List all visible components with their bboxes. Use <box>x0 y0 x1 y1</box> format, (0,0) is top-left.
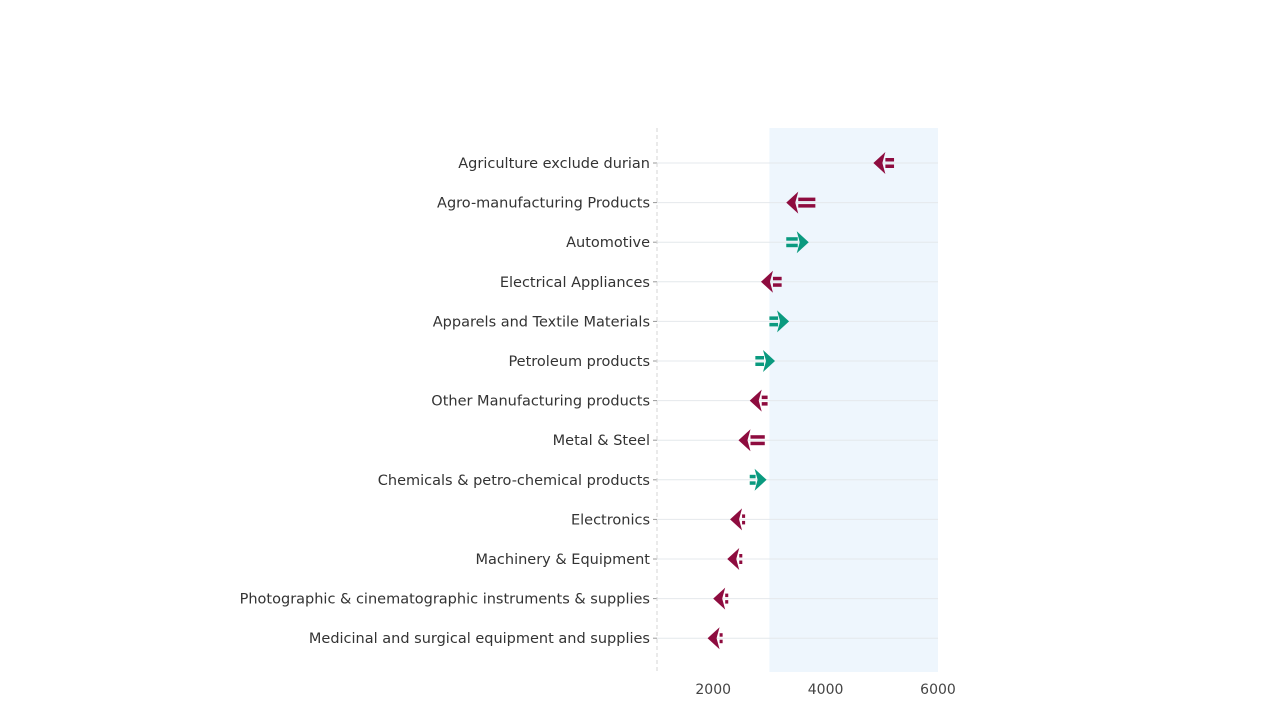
category-label: Petroleum products <box>508 354 650 370</box>
x-tick-label: 6000 <box>920 682 956 698</box>
arrow-shaft <box>725 593 729 598</box>
arrow-shaft <box>769 322 779 327</box>
arrow-head <box>763 350 776 372</box>
arrow-shaft <box>749 474 756 479</box>
arrow-shaft <box>761 395 768 400</box>
arrow-shaft <box>719 633 723 637</box>
arrow-shaft <box>786 237 798 241</box>
arrow-shaft <box>719 639 723 644</box>
decrease-arrow <box>730 508 746 531</box>
arrow-head <box>713 587 726 610</box>
arrow-head <box>777 310 790 333</box>
category-label: Chemicals & petro-chemical products <box>378 473 650 489</box>
arrow-shaft <box>755 362 765 366</box>
category-label: Photographic & cinematographic instrumen… <box>240 592 650 608</box>
decrease-arrow <box>727 548 743 570</box>
arrow-shaft <box>739 554 743 558</box>
arrow-shaft <box>761 402 768 406</box>
arrow-marks <box>707 152 895 650</box>
category-label: Metal & Steel <box>553 433 650 449</box>
x-tick-labels: 2000 4000 6000 <box>695 682 955 698</box>
x-tick-label: 4000 <box>808 682 844 698</box>
arrow-shaft <box>742 514 746 518</box>
decrease-arrow <box>786 191 816 214</box>
category-label: Electrical Appliances <box>500 275 650 291</box>
arrow-shaft <box>885 164 895 168</box>
category-label: Medicinal and surgical equipment and sup… <box>309 631 650 647</box>
arrow-shaft <box>772 283 782 287</box>
arrow-shaft <box>750 441 765 446</box>
arrow-shaft <box>769 316 779 320</box>
category-labels: Agriculture exclude durian Agro-manufactu… <box>240 156 651 647</box>
decrease-arrow <box>738 429 765 452</box>
decrease-arrow <box>713 587 729 610</box>
category-label: Agriculture exclude durian <box>458 156 650 172</box>
category-label: Automotive <box>566 235 650 251</box>
arrow-head <box>796 231 809 254</box>
arrow-head <box>730 508 743 531</box>
increase-arrow <box>786 231 809 254</box>
arrow-head <box>707 627 720 650</box>
arrow-head <box>754 468 767 491</box>
arrow-head <box>873 152 886 174</box>
arrow-shaft <box>798 197 816 202</box>
arrow-shaft <box>725 600 729 604</box>
category-label: Agro-manufacturing Products <box>437 196 650 212</box>
arrow-head <box>738 429 751 452</box>
arrow-shaft <box>749 481 756 485</box>
decrease-arrow <box>760 270 782 293</box>
category-label: Machinery & Equipment <box>476 552 651 568</box>
x-tick-label: 2000 <box>695 682 731 698</box>
decrease-arrow <box>873 152 895 174</box>
arrow-head <box>749 389 762 412</box>
arrow-shaft <box>739 560 743 564</box>
category-label: Other Manufacturing products <box>431 394 650 410</box>
decrease-arrow <box>749 389 768 412</box>
arrow-shaft <box>786 243 798 248</box>
arrow-shaft <box>798 204 816 208</box>
shaded-region <box>769 128 938 672</box>
arrow-head <box>760 270 773 293</box>
arrow-shaft <box>750 435 765 439</box>
category-label: Apparels and Textile Materials <box>433 314 650 330</box>
category-label: Electronics <box>571 512 650 528</box>
grid-lines <box>653 162 938 639</box>
arrow-shaft <box>755 356 765 360</box>
increase-arrow <box>769 310 790 333</box>
decrease-arrow <box>707 627 723 650</box>
arrow-shaft <box>772 276 782 281</box>
increase-arrow <box>755 350 776 372</box>
arrow-shaft <box>742 520 746 525</box>
arrow-head <box>786 191 799 214</box>
increase-arrow <box>749 468 767 491</box>
arrow-shaft <box>885 158 895 162</box>
arrow-head <box>727 548 740 570</box>
